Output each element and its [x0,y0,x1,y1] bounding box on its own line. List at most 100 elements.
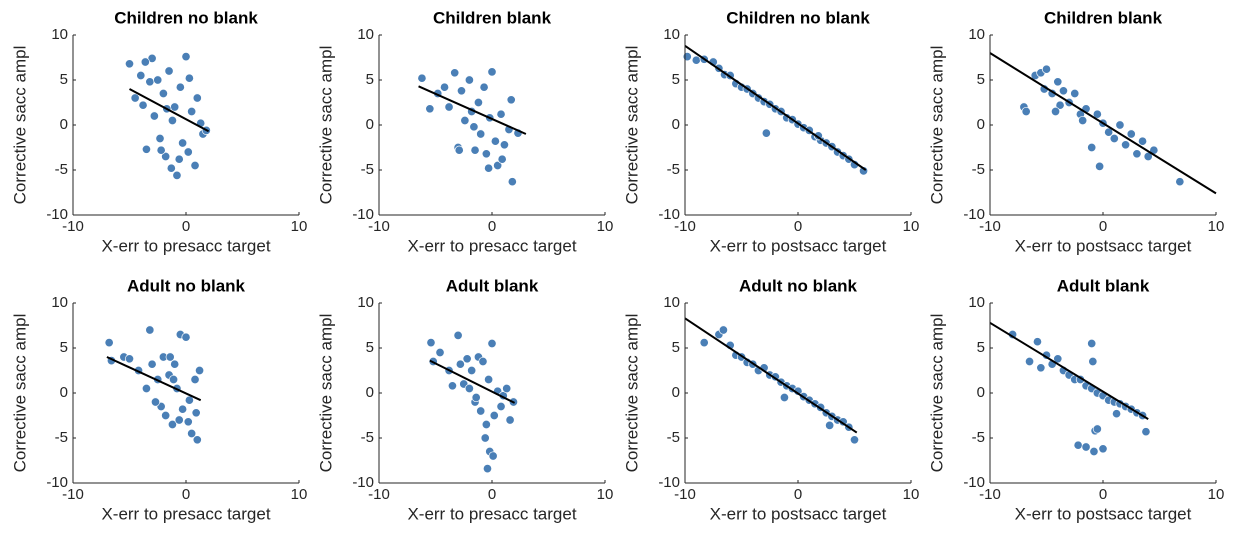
scatter-point [141,144,151,154]
x-tick-label: 10 [291,486,308,503]
scatter-point [170,359,180,369]
scatter-point [482,464,493,474]
scatter-point [481,149,491,159]
scatter-point [1109,133,1119,144]
scatter-point [187,106,197,117]
fit-line [684,317,858,434]
x-axis-label: X-err to postsacc target [1015,236,1192,255]
scatter-point [481,419,491,430]
x-tick-label: 10 [1208,486,1225,503]
scatter-point [1055,100,1065,110]
scatter-point [496,109,506,119]
subplot-title: Children blank [1044,8,1163,27]
scatter-point [1121,140,1131,150]
y-axis-label: Corrective sacc ampl [316,46,335,205]
scatter-point [417,73,427,83]
scatter-point [489,410,499,421]
x-axis-label: X-err to presacc target [101,504,270,523]
scatter-point [484,163,494,173]
scatter-point [507,177,517,187]
x-tick-label: -10 [979,218,1001,235]
x-axis-label: X-err to presacc target [407,236,576,255]
y-tick-label: -5 [972,161,985,178]
scatter-point [1112,409,1122,419]
x-tick-label: 10 [1208,218,1225,235]
y-tick-label: 5 [672,339,680,356]
y-tick-label: 5 [60,339,68,356]
scatter-point [453,330,463,340]
scatter-point [471,392,481,403]
subplot-title: Adult no blank [739,276,858,295]
scatter-point [181,332,191,342]
subplot-title: Adult blank [1057,276,1150,295]
fit-line [989,321,1149,420]
y-tick-label: -10 [658,474,680,491]
scatter-point [140,57,150,67]
scatter-point [1092,109,1102,119]
scatter-point [178,404,188,414]
scatter-point [1115,120,1125,130]
scatter-point [825,420,835,430]
scatter-point [497,154,507,164]
scatter-point [138,100,148,110]
subplot: Adult blank -10 0 10 -10 -5 0 5 10 X-err to posts… [927,276,1224,523]
subplot-title: Children blank [433,8,552,27]
scatter-point [1073,440,1083,450]
scatter-point [1053,77,1063,87]
scatter-point [1025,356,1035,367]
y-axis-label: Corrective sacc ampl [10,46,29,205]
scatter-point [1021,106,1031,117]
x-axis-label: X-err to presacc target [101,236,270,255]
y-tick-label: 5 [366,339,374,356]
subplot: Adult no blank -10 0 10 -10 -5 0 5 10 X-err to po… [622,276,919,523]
subplot: Children no blank -10 0 10 -10 -5 0 5 10 X-err to… [10,8,307,255]
x-tick-label: 0 [488,218,496,235]
scatter-point [487,338,497,349]
scatter-point [165,352,175,362]
x-tick-label: 10 [597,486,614,503]
scatter-point [849,435,860,445]
y-tick-label: -5 [667,161,680,178]
scatter-point [1036,363,1046,373]
scatter-point [192,435,202,445]
x-tick-label: 0 [1099,218,1107,235]
y-tick-label: -10 [963,206,985,223]
y-axis-label: Corrective sacc ampl [622,46,641,205]
x-tick-label: 0 [794,218,802,235]
scatter-point [476,406,486,416]
scatter-point [479,82,489,92]
y-tick-label: -10 [46,206,68,223]
scatter-point [141,383,151,394]
scatter-point [506,95,516,105]
subplot-title: Children no blank [726,8,870,27]
x-tick-label: 0 [1099,486,1107,503]
scatter-point [164,66,174,76]
scatter-point [190,374,200,385]
scatter-point [153,75,163,85]
scatter-point [167,419,177,430]
scatter-point [145,325,155,335]
scatter-point [172,170,182,180]
scatter-point [469,122,479,132]
scatter-point [435,347,445,358]
scatter-point [478,356,488,367]
x-axis-label: X-err to postsacc target [710,236,887,255]
scatter-point [454,145,464,155]
subplot: Adult no blank -10 0 10 -10 -5 0 5 10 X-err to pr… [10,276,307,523]
scatter-point [488,451,498,461]
scatter-point [104,338,114,348]
scatter-point [425,104,435,114]
x-tick-label: 10 [903,486,920,503]
scatter-point [174,154,184,164]
subplot-title: Adult blank [446,276,539,295]
scatter-point [487,67,497,77]
x-tick-label: -10 [979,486,1001,503]
scatter-point [1132,149,1142,159]
scatter-point [470,145,480,155]
y-tick-label: 10 [357,294,374,311]
scatter-point [464,383,474,394]
scatter-point [169,374,179,385]
scatter-point [502,383,512,394]
y-tick-label: 0 [977,116,985,133]
